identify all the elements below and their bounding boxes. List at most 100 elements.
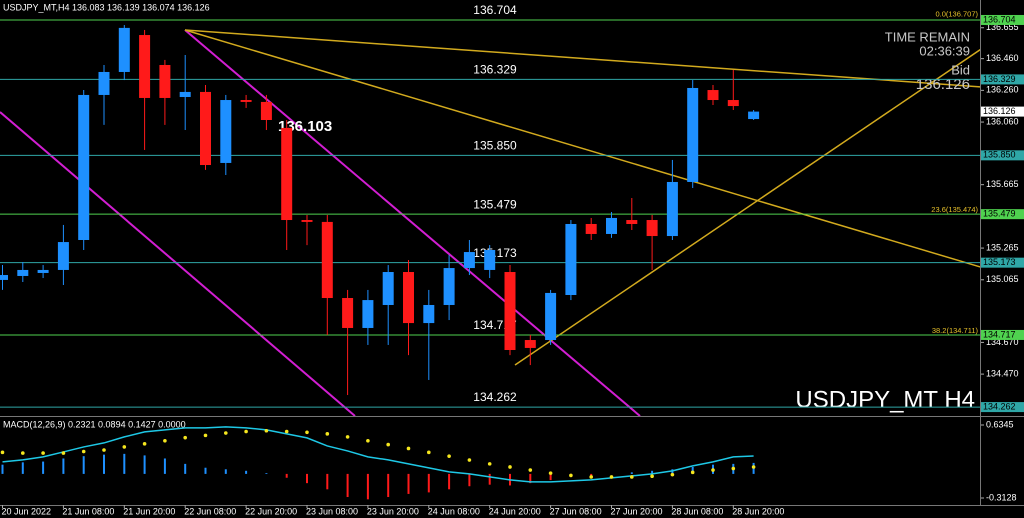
macd-signal-dot xyxy=(345,435,350,439)
y-tick-label: -0.3128 xyxy=(986,492,1017,502)
level-axis-label: 134.717 xyxy=(983,329,1016,339)
level-axis-label: 136.704 xyxy=(983,14,1016,24)
macd-signal-dot xyxy=(711,468,715,472)
macd-signal-dot xyxy=(386,442,391,447)
candle-body xyxy=(443,268,455,305)
candle-body xyxy=(524,340,536,348)
macd-signal-dot xyxy=(731,466,736,471)
macd-histogram-bar xyxy=(529,473,532,484)
candle-body xyxy=(118,27,130,72)
y-tick-label: 136.460 xyxy=(986,53,1019,63)
candle-body xyxy=(463,252,475,269)
fib-label: 38.2(134.711) xyxy=(932,326,979,335)
macd-histogram-bar xyxy=(204,467,207,474)
x-tick-label: 23 Jun 08:00 xyxy=(306,506,358,516)
macd-histogram-bar xyxy=(143,455,146,474)
macd-signal-dot xyxy=(670,472,675,477)
macd-histogram-bar xyxy=(691,466,694,474)
bid-label: Bid xyxy=(951,62,970,77)
channel-line xyxy=(184,29,641,416)
candle-body xyxy=(260,101,272,120)
y-tick-label: 136.655 xyxy=(986,22,1019,32)
time-remain: TIME REMAIN xyxy=(885,29,970,44)
level-axis-label: 135.173 xyxy=(983,257,1016,267)
macd-signal-dot xyxy=(61,451,66,455)
macd-histogram-bar xyxy=(387,473,390,498)
macd-histogram-bar xyxy=(651,470,654,474)
fib-label: 23.6(135.474) xyxy=(931,205,978,214)
candle-body xyxy=(606,217,617,234)
candle-body xyxy=(220,100,232,163)
macd-signal-dot xyxy=(244,429,248,434)
macd-histogram-bar xyxy=(306,473,308,484)
candle-body xyxy=(362,300,374,328)
watermark: USDJPY_MT H4 xyxy=(795,386,975,413)
macd-histogram-bar xyxy=(448,473,451,490)
level-axis-label: 135.850 xyxy=(983,150,1016,160)
macd-signal-dot xyxy=(325,432,330,436)
y-tick-label: 135.065 xyxy=(986,274,1019,284)
fib-label: 0.0(136.707) xyxy=(935,9,978,18)
candle-body xyxy=(382,272,394,305)
x-tick-label: 24 Jun 08:00 xyxy=(428,506,480,516)
x-tick-label: 23 Jun 20:00 xyxy=(367,506,419,516)
candle-body xyxy=(707,90,719,101)
y-tick-label: 134.470 xyxy=(986,368,1019,378)
candle-body xyxy=(281,127,293,221)
channel-line xyxy=(0,111,356,416)
macd-histogram-bar xyxy=(42,461,45,474)
level-axis-label: 134.262 xyxy=(983,401,1016,411)
macd-signal-dot xyxy=(467,458,472,462)
candle-body xyxy=(666,181,678,237)
macd-signal-dot xyxy=(508,465,512,469)
level-box xyxy=(981,402,1024,413)
y-tick-label: 0.6345 xyxy=(986,419,1014,429)
level-label: 136.329 xyxy=(473,63,517,77)
macd-signal-dot xyxy=(630,475,634,479)
x-tick-label: 22 Jun 08:00 xyxy=(184,506,236,516)
macd-histogram-bar xyxy=(224,469,227,474)
bid-axis-label: 136.126 xyxy=(983,106,1016,116)
macd-signal-dot xyxy=(284,429,289,434)
y-tick-label: 136.260 xyxy=(986,85,1019,95)
macd-title: MACD(12,26,9) 0.2321 0.0894 0.1427 0.000… xyxy=(3,419,186,429)
level-box xyxy=(981,74,1024,85)
x-tick-label: 27 Jun 08:00 xyxy=(550,506,602,516)
macd-signal-dot xyxy=(203,433,208,438)
bid-box xyxy=(981,106,1024,117)
x-tick-label: 22 Jun 20:00 xyxy=(245,506,297,516)
macd-signal-dot xyxy=(548,471,553,475)
candle-body xyxy=(139,35,151,98)
x-tick-label: 28 Jun 20:00 xyxy=(732,506,784,516)
macd-histogram-bar xyxy=(163,458,166,474)
macd-signal-dot xyxy=(41,451,45,455)
candle-body xyxy=(240,100,252,102)
bid-price: 136.126 xyxy=(916,76,970,93)
y-tick-label: 134.670 xyxy=(986,337,1019,347)
level-box xyxy=(981,209,1024,220)
macd-histogram-bar xyxy=(285,473,288,478)
macd-main-line xyxy=(2,426,754,483)
macd-signal-dot xyxy=(589,475,593,479)
level-box xyxy=(981,150,1024,161)
candle-body xyxy=(37,269,49,273)
candle-body xyxy=(17,269,29,276)
x-tick-label: 21 Jun 08:00 xyxy=(62,506,114,516)
macd-signal-dot xyxy=(0,450,5,455)
level-box xyxy=(981,14,1024,25)
macd-signal-dot xyxy=(528,468,533,472)
level-label: 136.704 xyxy=(473,3,517,17)
x-tick-label: 20 Jun 2022 xyxy=(2,506,52,516)
x-tick-label: 24 Jun 20:00 xyxy=(489,506,541,516)
candle-body xyxy=(78,94,90,240)
candle-body xyxy=(57,242,69,270)
candle-body xyxy=(179,91,191,98)
level-label: 135.850 xyxy=(473,139,517,153)
symbol-info: USDJPY_MT,H4 136.083 136.139 136.074 136… xyxy=(3,2,210,12)
candle-body xyxy=(321,221,333,299)
macd-histogram-bar xyxy=(21,462,24,474)
countdown: 02:36:39 xyxy=(919,43,970,58)
candle-body xyxy=(545,292,557,341)
macd-histogram-bar xyxy=(427,473,430,493)
